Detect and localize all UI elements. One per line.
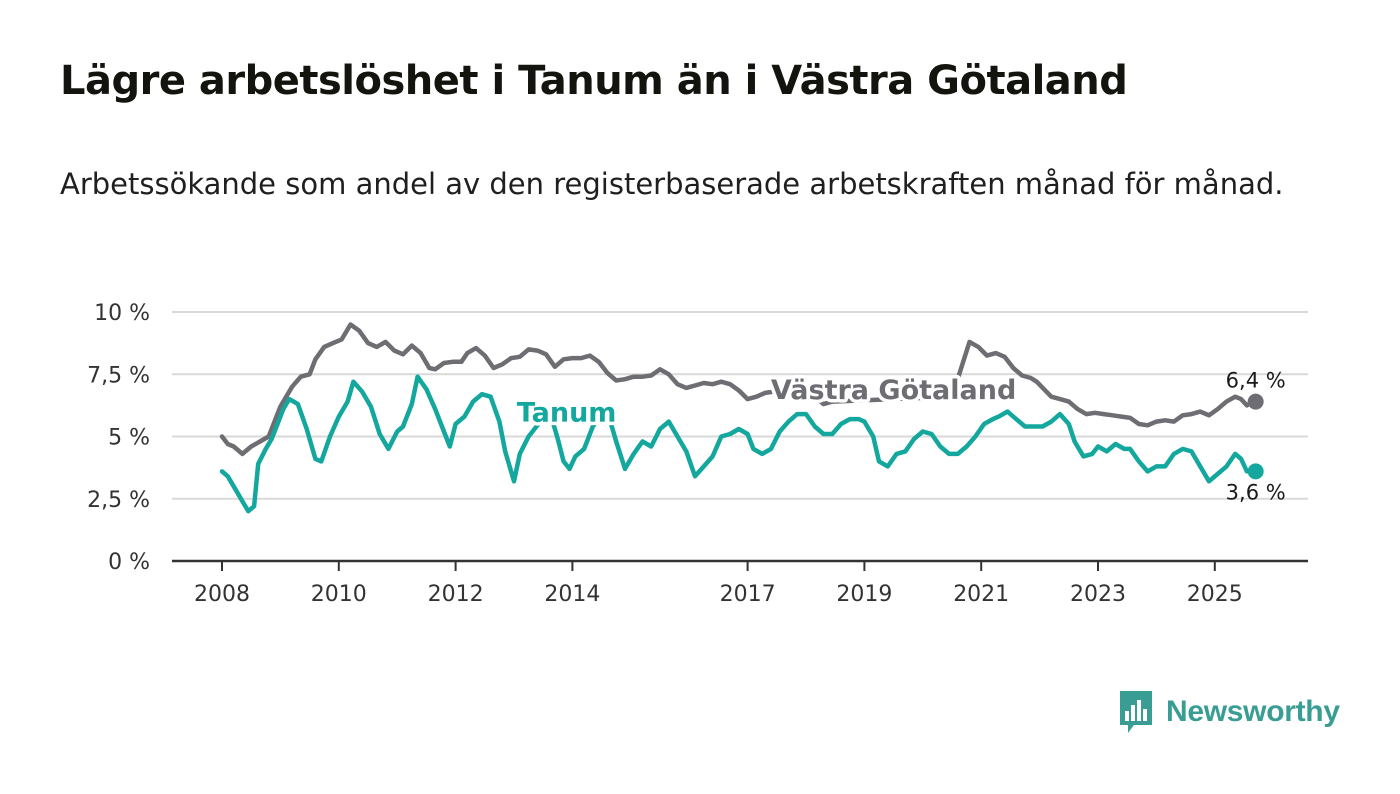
y-tick-label: 7,5 %: [87, 363, 150, 388]
x-tick-label: 2023: [1070, 582, 1126, 607]
x-tick-label: 2019: [836, 582, 892, 607]
x-tick-label: 2017: [720, 582, 776, 607]
x-tick-label: 2010: [311, 582, 367, 607]
series-line-tanum: [219, 374, 1258, 514]
y-tick-label: 10 %: [94, 301, 150, 326]
series-end-dot: [1247, 393, 1264, 410]
y-tick-label: 2,5 %: [87, 488, 150, 513]
series-label-tanum: Tanum: [517, 398, 617, 429]
x-tick-label: 2025: [1187, 582, 1243, 607]
x-tick-label: 2008: [194, 582, 250, 607]
y-tick-label: 0 %: [108, 550, 150, 575]
x-tick-label: 2021: [953, 582, 1009, 607]
chart-title: Lägre arbetslöshet i Tanum än i Västra G…: [60, 58, 1128, 104]
newsworthy-bar-chart-icon: [1120, 691, 1152, 733]
newsworthy-logo: Newsworthy: [1118, 689, 1340, 735]
series-end-label: 6,4 %: [1226, 369, 1286, 393]
x-tick-label: 2014: [544, 582, 600, 607]
logo-text: Newsworthy: [1166, 695, 1340, 728]
chart-subtitle: Arbetssökande som andel av den registerb…: [60, 167, 1284, 201]
y-tick-label: 5 %: [108, 426, 150, 451]
series-line-västra-götaland: [219, 322, 1258, 457]
series-end-label: 3,6 %: [1226, 480, 1286, 504]
series-end-dot: [1247, 463, 1264, 480]
series-label-västra-götaland: Västra Götaland: [771, 375, 1016, 406]
x-tick-label: 2012: [428, 582, 484, 607]
